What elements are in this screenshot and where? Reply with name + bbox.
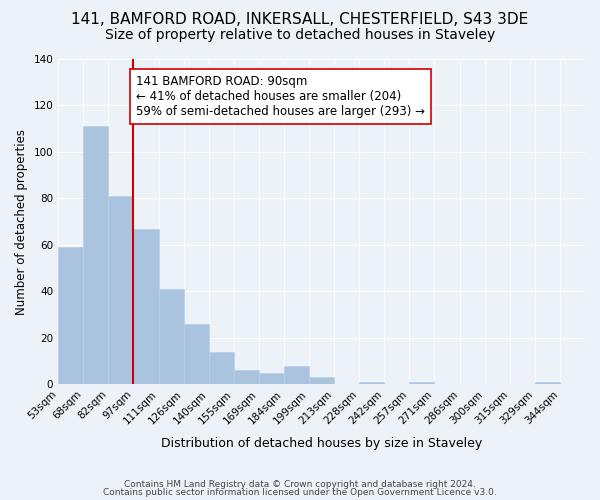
Bar bbox=[535, 382, 560, 384]
Bar bbox=[209, 352, 234, 384]
Bar bbox=[83, 126, 109, 384]
Text: Contains public sector information licensed under the Open Government Licence v3: Contains public sector information licen… bbox=[103, 488, 497, 497]
Bar bbox=[158, 289, 184, 384]
X-axis label: Distribution of detached houses by size in Staveley: Distribution of detached houses by size … bbox=[161, 437, 482, 450]
Bar bbox=[58, 247, 83, 384]
Bar bbox=[259, 372, 284, 384]
Text: Size of property relative to detached houses in Staveley: Size of property relative to detached ho… bbox=[105, 28, 495, 42]
Bar bbox=[234, 370, 259, 384]
Bar bbox=[184, 324, 209, 384]
Bar bbox=[309, 377, 334, 384]
Bar bbox=[409, 382, 434, 384]
Bar bbox=[133, 228, 158, 384]
Text: Contains HM Land Registry data © Crown copyright and database right 2024.: Contains HM Land Registry data © Crown c… bbox=[124, 480, 476, 489]
Bar bbox=[109, 196, 133, 384]
Bar bbox=[284, 366, 309, 384]
Text: 141 BAMFORD ROAD: 90sqm
← 41% of detached houses are smaller (204)
59% of semi-d: 141 BAMFORD ROAD: 90sqm ← 41% of detache… bbox=[136, 76, 425, 118]
Text: 141, BAMFORD ROAD, INKERSALL, CHESTERFIELD, S43 3DE: 141, BAMFORD ROAD, INKERSALL, CHESTERFIE… bbox=[71, 12, 529, 28]
Bar bbox=[359, 382, 385, 384]
Y-axis label: Number of detached properties: Number of detached properties bbox=[15, 128, 28, 314]
